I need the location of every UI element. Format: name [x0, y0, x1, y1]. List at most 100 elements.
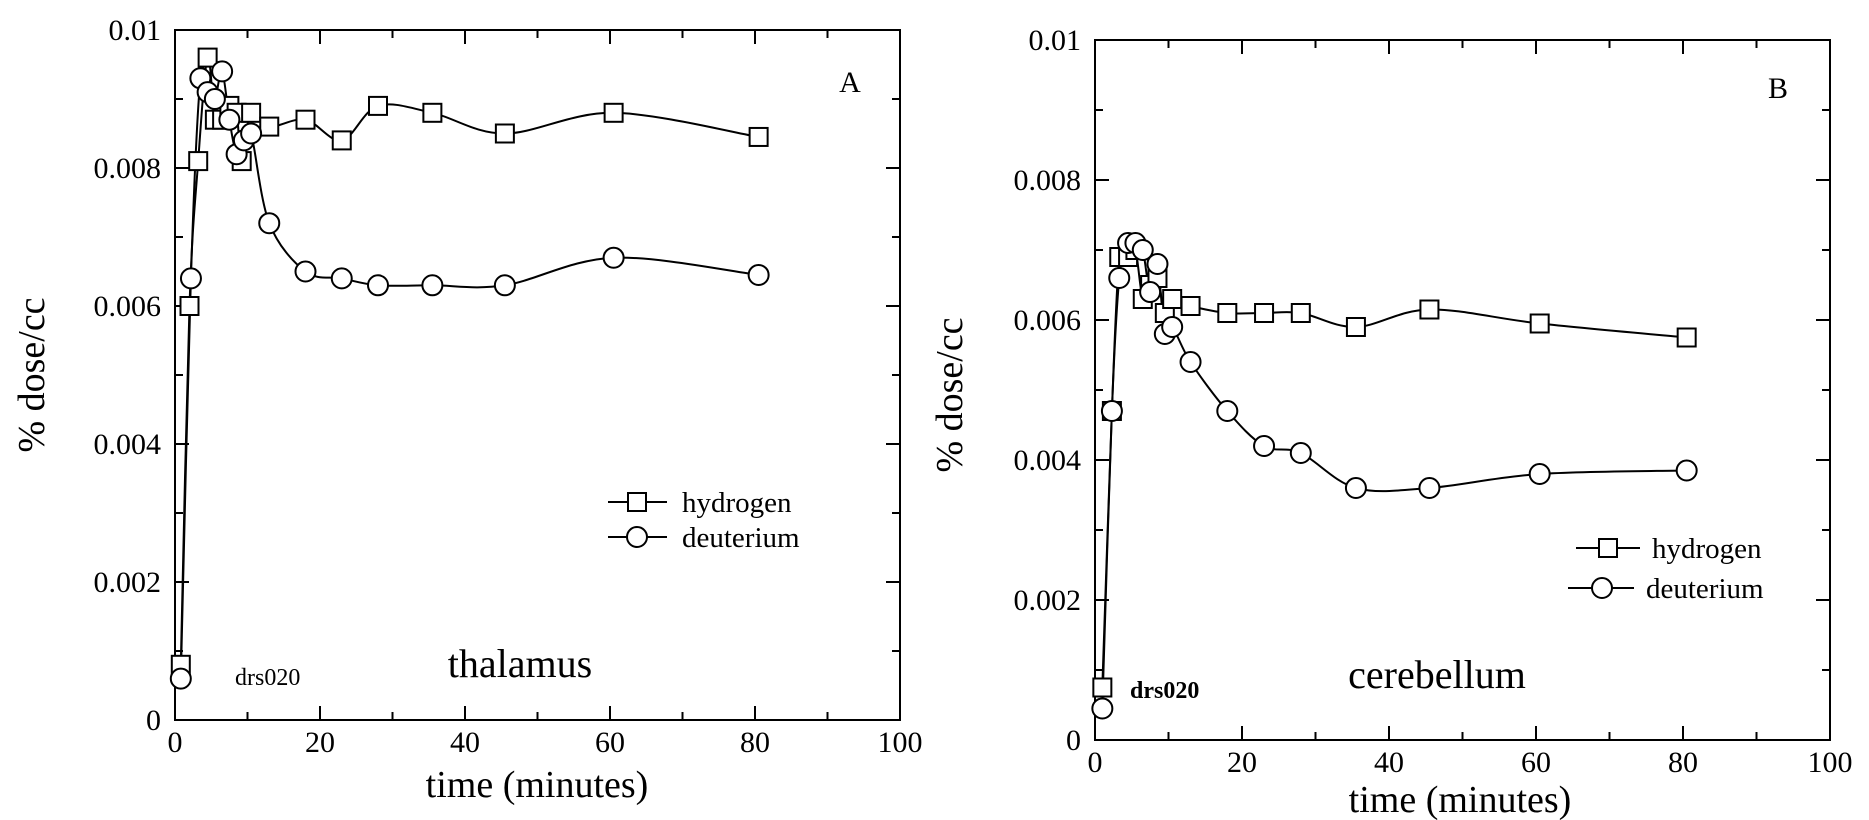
panel-a-y-tick-label: 0.002: [94, 566, 162, 599]
panel-a-x-tick-label: 40: [450, 726, 480, 759]
panel-b-deuterium-point: [1100, 400, 1123, 422]
panel-a-hydrogen-point: [241, 102, 262, 123]
panel-b-x-tick-label: 60: [1521, 746, 1551, 779]
panel-a-deuterium-point: [330, 267, 353, 290]
panel-a-deuterium-point: [240, 122, 263, 145]
panel-b-deuterium-point: [1528, 463, 1551, 485]
panel-b-x-tick-label: 0: [1088, 746, 1103, 779]
panel-a-markers: [169, 47, 770, 690]
legend-deuterium-marker: [1591, 577, 1613, 599]
legend-hydrogen-marker: [1598, 538, 1618, 558]
panel-b-deuterium-point: [1179, 351, 1202, 373]
panel-b-y-tick-labels: 0 0.002 0.004 0.006 0.008 0.01: [1014, 24, 1082, 757]
panel-a-hydrogen-point: [295, 109, 316, 130]
panel-b-deuterium-point: [1139, 281, 1162, 303]
panel-b-y-tick-label: 0.008: [1014, 164, 1082, 197]
panel-b-deuterium-point: [1146, 253, 1169, 275]
legend-deuterium-label: deuterium: [682, 522, 800, 554]
panel-a-deuterium-point: [258, 212, 281, 235]
panel-a-deuterium-point: [602, 246, 625, 269]
panel-a-hydrogen-point: [197, 47, 218, 68]
panel-b-hydrogen-point: [1290, 303, 1311, 323]
panel-b-y-axis-label: % dose/cc: [929, 317, 971, 472]
panel-a-hydrogen-point: [179, 296, 200, 316]
panel-b-x-tick-label: 80: [1668, 746, 1698, 779]
panel-a-letter: A: [839, 66, 861, 99]
panel-a-y-tick-label: 0.006: [94, 290, 162, 323]
panel-a-run-label: drs020: [235, 665, 300, 691]
panel-a-hydrogen-point: [422, 102, 443, 123]
panel-b-y-tick-label: 0: [1066, 724, 1081, 757]
panel-a-region-label: thalamus: [448, 641, 592, 686]
panel-b-deuterium-point: [1253, 435, 1276, 457]
panel-a-hydrogen-point: [259, 116, 280, 137]
panel-b-markers: [1091, 232, 1698, 720]
panel-b-deuterium-point: [1675, 459, 1698, 482]
panel-a-hydrogen-point: [494, 123, 515, 144]
panel-a-deuterium-point: [367, 274, 389, 297]
panel-a: 0 20 40 60 80 100 0 0.002 0.004 0.006 0.008 0.01 A…: [11, 14, 923, 806]
panel-b-region-label: cerebellum: [1348, 652, 1526, 697]
panel-a-deuterium-point: [179, 267, 202, 290]
panel-b-legend: hydrogen deuterium: [1568, 533, 1764, 605]
panel-a-y-tick-label: 0.004: [94, 428, 162, 461]
legend-deuterium-label: deuterium: [1646, 573, 1764, 605]
panel-b-letter: B: [1768, 72, 1788, 105]
panel-b-x-tick-labels: 0 20 40 60 80 100: [1088, 746, 1853, 779]
panel-b-x-tick-label: 20: [1227, 746, 1257, 779]
panel-b-y-tick-label: 0.006: [1014, 304, 1082, 337]
panel-a-x-tick-label: 100: [878, 726, 923, 759]
panel-a-deuterium-point: [493, 274, 516, 297]
panel-b-deuterium-point: [1161, 316, 1184, 338]
panel-a-deuterium-point: [218, 108, 241, 131]
panel-b-deuterium-point: [1131, 239, 1154, 261]
panel-b-hydrogen-point: [1419, 299, 1440, 320]
panel-a-x-tick-labels: 0 20 40 60 80 100: [168, 726, 923, 759]
panel-a-hydrogen-point: [603, 102, 624, 123]
legend-hydrogen-marker: [627, 492, 647, 512]
panel-b-hydrogen-point: [1162, 289, 1183, 309]
panel-a-deuterium-point: [421, 274, 444, 297]
panel-b: 0 20 40 60 80 100 0 0.002 0.004 0.006 0.008 0.01 B…: [929, 24, 1853, 820]
panel-b-plot-frame: [1094, 39, 1831, 741]
panel-a-x-tick-label: 80: [740, 726, 770, 759]
panel-b-run-label: drs020: [1130, 678, 1199, 704]
panel-b-deuterium-point: [1091, 697, 1114, 720]
panel-a-legend: hydrogen deuterium: [608, 487, 800, 554]
panel-b-deuterium-point: [1289, 442, 1312, 464]
panel-a-y-tick-label: 0: [146, 704, 161, 737]
panel-a-y-tick-labels: 0 0.002 0.004 0.006 0.008 0.01: [94, 14, 162, 737]
panel-a-plot-frame: [174, 29, 901, 721]
panel-b-deuterium-point: [1216, 400, 1239, 422]
panel-a-x-tick-label: 0: [168, 726, 183, 759]
panel-b-y-tick-label: 0.002: [1014, 584, 1082, 617]
panel-b-x-tick-label: 40: [1374, 746, 1404, 779]
panel-b-hydrogen-point: [1529, 313, 1550, 334]
panel-b-y-tick-label: 0.01: [1029, 24, 1082, 57]
panel-b-deuterium-point: [1108, 267, 1131, 289]
panel-b-hydrogen-point: [1254, 303, 1275, 323]
panel-a-x-tick-label: 20: [305, 726, 335, 759]
panel-a-x-axis-label: time (minutes): [426, 764, 649, 806]
panel-a-hydrogen-line: [179, 56, 759, 665]
panel-b-hydrogen-point: [1345, 317, 1366, 337]
panel-a-deuterium-point: [211, 60, 234, 83]
panel-b-ticks: [1094, 39, 1831, 741]
panel-a-ticks: [174, 29, 901, 721]
legend-deuterium-marker: [626, 526, 648, 548]
panel-a-hydrogen-point: [368, 95, 388, 116]
legend-hydrogen-label: hydrogen: [1652, 533, 1762, 565]
panel-b-hydrogen-point: [1676, 327, 1697, 348]
panel-a-deuterium-line: [179, 66, 759, 679]
panel-b-hydrogen-point: [1217, 303, 1238, 323]
panel-b-x-tick-label: 100: [1808, 746, 1853, 779]
panel-a-deuterium-point: [203, 88, 226, 110]
panel-a-x-tick-label: 60: [595, 726, 625, 759]
panel-a-y-tick-label: 0.008: [94, 152, 162, 185]
panel-b-hydrogen-point: [1092, 677, 1113, 698]
panel-a-hydrogen-point: [331, 130, 352, 151]
panel-a-hydrogen-point: [748, 126, 769, 147]
panel-a-curves: [179, 56, 759, 679]
panel-b-hydrogen-point: [1180, 296, 1201, 316]
